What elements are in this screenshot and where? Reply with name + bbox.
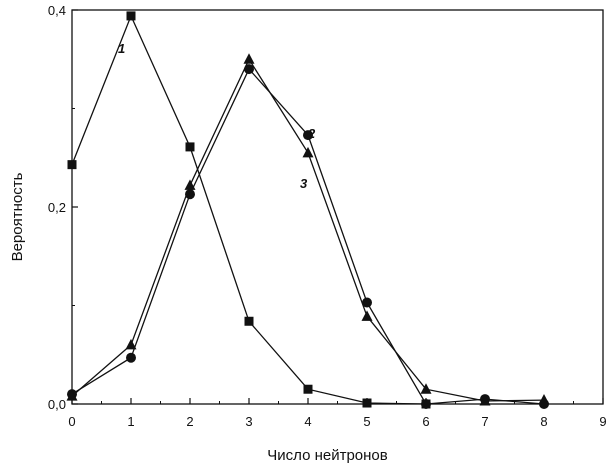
circle-marker	[303, 130, 313, 141]
series-1-line	[71, 14, 427, 405]
x-tick-label: 1	[127, 414, 134, 429]
triangle-marker	[420, 383, 432, 394]
series-2-line	[71, 67, 545, 405]
triangle-marker	[302, 146, 314, 158]
triangle-marker	[538, 394, 550, 405]
square-marker	[244, 316, 254, 326]
x-tick-label: 7	[481, 414, 488, 429]
y-axis-title: Вероятность	[9, 172, 26, 261]
triangle-marker	[184, 179, 196, 190]
triangle-marker	[361, 310, 373, 321]
x-tick-label: 3	[245, 414, 252, 429]
square-marker	[362, 398, 372, 408]
x-tick-label: 0	[68, 414, 75, 429]
x-tick-label: 8	[540, 414, 547, 429]
circle-marker	[244, 64, 254, 75]
y-tick-label: 0,4	[48, 3, 66, 18]
x-axis-title: Число нейтронов	[267, 447, 387, 464]
series-3-line	[71, 57, 545, 402]
square-marker	[185, 142, 195, 152]
triangle-marker	[125, 338, 137, 350]
circle-marker	[185, 189, 195, 200]
triangle-marker	[479, 395, 491, 406]
series-lines	[71, 14, 545, 405]
curve-label-3: 3	[300, 176, 308, 191]
plot-frame	[71, 9, 604, 405]
curve-label-2: 2	[307, 126, 316, 141]
ticks: 0 1 2 3 4 5 6 7 8 9 0,0 0,2 0,4	[48, 3, 607, 429]
curve-labels: 1 2 3	[118, 41, 316, 191]
plot-border	[71, 9, 604, 405]
circle-marker	[362, 297, 372, 308]
x-tick-label: 5	[363, 414, 370, 429]
y-tick-label: 0,2	[48, 200, 66, 215]
square-marker	[126, 11, 136, 21]
x-tick-label: 6	[422, 414, 429, 429]
square-marker	[67, 160, 77, 170]
y-tick-label: 0,0	[48, 397, 66, 412]
x-tick-label: 2	[186, 414, 193, 429]
square-marker	[303, 384, 313, 394]
curve-label-1: 1	[118, 41, 125, 56]
triangle-marker	[243, 53, 255, 64]
circle-marker	[421, 399, 431, 409]
x-tick-label: 4	[304, 414, 311, 429]
series-markers	[66, 11, 550, 409]
circle-marker	[126, 352, 136, 363]
triangle-marker	[66, 390, 78, 401]
x-tick-label: 9	[599, 414, 606, 429]
